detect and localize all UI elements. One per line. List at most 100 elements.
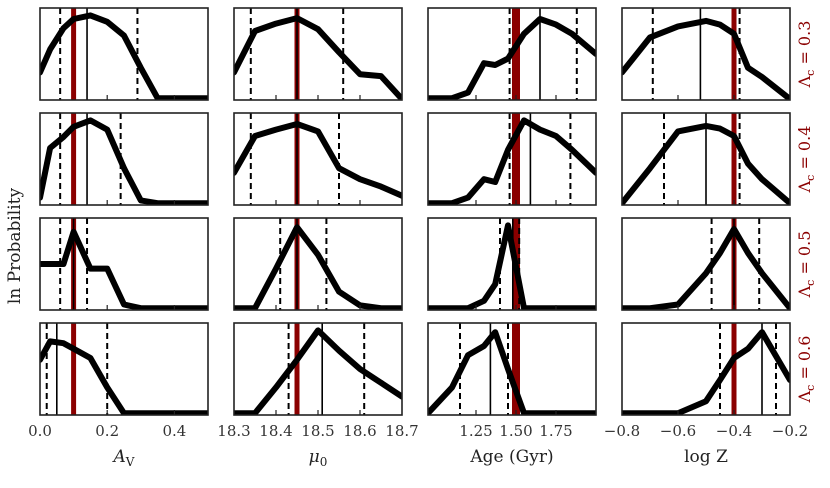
x-axis-title-1: μ0 [309,447,328,469]
panel-r0-c0 [39,7,209,101]
panel-content [622,8,790,100]
true-value-marker [71,113,77,205]
panel-content [428,218,596,310]
x-tick-label: 18.4 [259,422,292,440]
panel-content [622,113,790,205]
posterior-curve [40,117,208,205]
x-tick-label: 1.75 [539,422,572,440]
panel-content [428,323,596,415]
row-label-value: = 0.5 [795,231,814,280]
posterior-curve [622,17,790,100]
posterior-curve [40,228,208,310]
true-value-marker [512,8,520,100]
panel-content [622,218,790,310]
x-tick-label: 18.3 [217,422,250,440]
posterior-curve [428,222,596,310]
panel-r0-c3 [621,7,791,101]
row-label-2: Λc = 0.5 [795,231,817,299]
row-label-symbol: Λ [795,390,814,403]
row-label-symbol: Λ [795,285,814,298]
row-label-subscript: c [804,280,817,286]
panel-frame [621,217,791,311]
posterior-curve [428,117,596,205]
panel-frame [39,322,209,416]
panel-content [40,8,208,100]
panel-r0-c1 [233,7,403,101]
posterior-curve [234,224,402,310]
posterior-curve [622,122,790,205]
panel-r3-c1 [233,322,403,416]
row-label-3: Λc = 0.6 [795,336,817,404]
panel-frame [621,112,791,206]
x-axis-title-main: A [112,447,126,467]
true-value-marker [71,323,77,415]
row-label-0: Λc = 0.3 [795,21,817,89]
x-tick-label: 0.4 [162,422,186,440]
posterior-curve [40,338,208,415]
panel-frame [233,322,403,416]
panel-r2-c2 [427,217,597,311]
panel-content [40,323,208,415]
row-label-subscript: c [804,175,817,181]
x-axis-title-2: Age (Gyr) [469,447,553,467]
panel-frame [427,112,597,206]
panel-frame [39,7,209,101]
x-tick-label: 18.6 [343,422,376,440]
x-tick-label: 0.2 [95,422,119,440]
x-tick-label: −0.4 [716,422,752,440]
x-axis-title-3: log Z [684,447,728,467]
posterior-curve [234,327,402,415]
x-tick-label: 1.50 [499,422,532,440]
true-value-marker [731,8,737,100]
panel-frame [427,7,597,101]
panel-grid: Λc = 0.3Λc = 0.4Λc = 0.5Λc = 0.60.0 0.2 0.… [28,7,817,469]
row-label-subscript: c [804,385,817,391]
panel-content [234,8,402,100]
x-tick-label: 18.5 [301,422,334,440]
row-label-subscript: c [804,70,817,76]
panel-r3-c2 [427,322,597,416]
panel-frame [621,322,791,416]
row-label-value: = 0.6 [795,336,814,385]
posterior-curve [428,16,596,100]
panel-r2-c3 [621,217,791,311]
x-tick-label: −0.6 [660,422,696,440]
x-tick-label: −0.8 [604,422,640,440]
true-value-marker [731,113,737,205]
panel-frame [621,7,791,101]
x-axis-title-main: log Z [684,447,728,467]
panel-r1-c3 [621,112,791,206]
x-axis-title-subscript: 0 [320,455,328,469]
true-value-marker [71,8,77,100]
x-tick-label: 0.0 [28,422,52,440]
posterior-curve [40,12,208,100]
posterior-curve [622,226,790,310]
posterior-curve [428,329,596,415]
panel-r1-c2 [427,112,597,206]
panel-frame [233,7,403,101]
x-tick-label: −0.2 [772,422,808,440]
true-value-marker [294,323,300,415]
panel-frame [39,217,209,311]
x-axis-title-main: Age (Gyr) [469,447,553,467]
x-axis-title-subscript: V [125,455,135,469]
posterior-curve [622,329,790,415]
panel-content [40,113,208,205]
x-tick-label: 1.25 [459,422,492,440]
panel-r2-c1 [233,217,403,311]
panel-content [428,113,596,205]
panel-content [428,8,596,100]
true-value-marker [731,323,737,415]
row-label-1: Λc = 0.4 [795,126,817,194]
panel-r3-c3 [621,322,791,416]
panel-r2-c0 [39,217,209,311]
true-value-marker [512,113,520,205]
panel-content [234,323,402,415]
row-label-symbol: Λ [795,180,814,193]
row-label-value: = 0.4 [795,126,814,175]
x-axis-title-main: μ [309,447,320,467]
x-tick-label: 18.7 [385,422,418,440]
panel-content [40,218,208,310]
panel-content [234,218,402,310]
